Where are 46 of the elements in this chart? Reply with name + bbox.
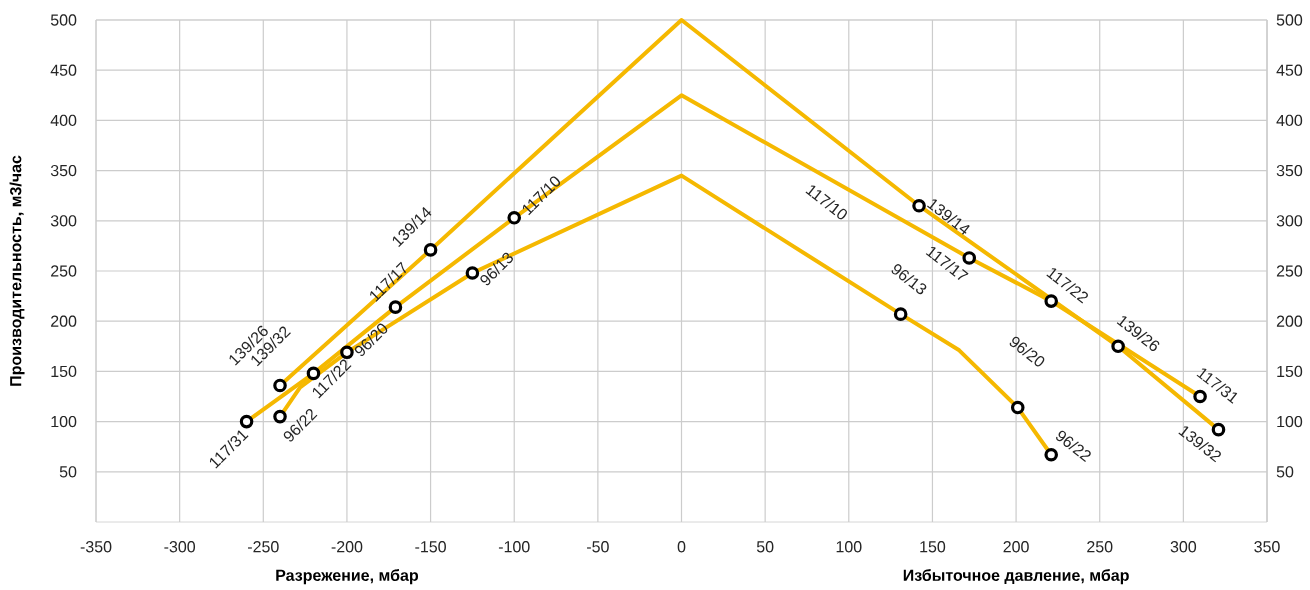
point (507, 210, 522, 225)
x-tick-label: -250 (248, 541, 279, 553)
y-axis-title: Производительность, м3/час (9, 155, 25, 386)
x-tick-label: 0 (677, 541, 686, 553)
y-tick-label: 250 (51, 265, 77, 277)
x-tick-label: 150 (920, 541, 946, 553)
y-tick-label: 300 (50, 215, 77, 227)
y2-tick-label: 450 (1276, 64, 1303, 76)
y2-tick-label: 250 (1276, 265, 1303, 277)
y2-tick-label: 400 (1276, 114, 1303, 127)
x-tick-label: -150 (415, 541, 446, 553)
y2-tick-label: 350 (1276, 164, 1303, 177)
x-tick-label: -50 (587, 541, 609, 553)
x-tick-label: -300 (164, 541, 196, 553)
point (893, 307, 908, 321)
x-tick-label: 250 (1087, 541, 1113, 553)
text: Избыточное давление, мбар (903, 569, 1129, 585)
y2-tick-label: 500 (1276, 14, 1303, 26)
y2-tick-label: 150 (1277, 365, 1303, 378)
x-tick-label: 350 (1254, 541, 1280, 553)
x-tick-label: -200 (331, 541, 363, 553)
y2-tick-label: 200 (1276, 315, 1303, 327)
point (273, 378, 287, 393)
x-tick-label: 100 (836, 541, 862, 553)
y-tick-label: 450 (50, 64, 77, 76)
x-tick-label: -100 (498, 541, 530, 553)
y-tick-label: 500 (50, 14, 77, 26)
y-tick-label: 400 (50, 114, 77, 127)
y-tick-label: 50 (59, 466, 77, 478)
y-tick-label: 150 (51, 365, 77, 378)
point (912, 198, 926, 213)
x-tick-label: 300 (1170, 541, 1197, 553)
x-tick-label: -350 (80, 541, 112, 553)
point (239, 414, 254, 429)
point (1010, 400, 1025, 415)
x-tick-label: 200 (1003, 541, 1029, 553)
y2-tick-label: 50 (1276, 466, 1294, 478)
x-tick-label: 50 (756, 541, 774, 553)
point (340, 345, 354, 360)
point (465, 266, 480, 280)
y2-tick-label: 300 (1276, 215, 1303, 227)
y-tick-label: 350 (50, 164, 77, 177)
y-tick-label: 200 (51, 315, 77, 327)
y-tick-label: 100 (51, 415, 77, 428)
y2-tick-label: 100 (1277, 415, 1303, 428)
x-axis-title: Разрежение, мбар (276, 569, 419, 585)
